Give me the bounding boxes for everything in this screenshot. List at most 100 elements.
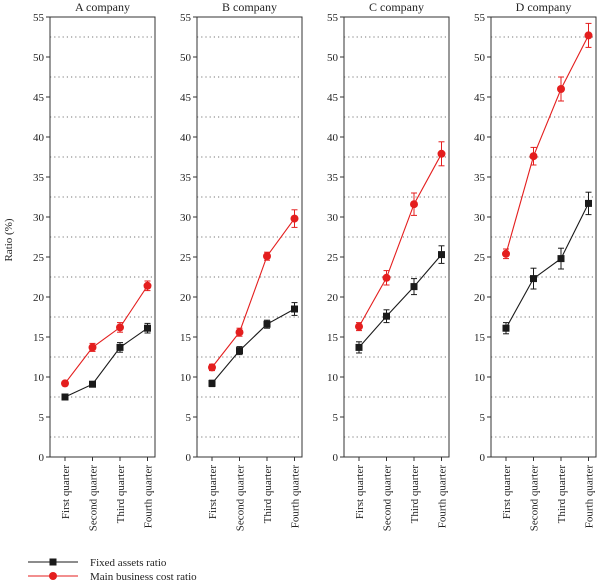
y-tick-label: 50 bbox=[33, 52, 45, 64]
y-tick-label: 45 bbox=[327, 92, 339, 104]
y-tick-label: 0 bbox=[480, 452, 486, 464]
data-point-circle bbox=[502, 249, 510, 258]
y-tick-label: 55 bbox=[33, 12, 45, 24]
series-line bbox=[211, 218, 295, 368]
panel-title: D company bbox=[516, 0, 572, 14]
legend-label: Fixed assets ratio bbox=[90, 557, 167, 569]
y-tick-label: 5 bbox=[480, 412, 486, 424]
y-tick-label: 0 bbox=[39, 452, 45, 464]
legend: Fixed assets ratio Main business cost rat… bbox=[28, 557, 197, 583]
data-point-square bbox=[355, 343, 363, 351]
series-line bbox=[358, 254, 442, 348]
y-tick-label: 10 bbox=[327, 372, 339, 384]
data-point-square bbox=[236, 347, 243, 355]
x-tick-label: Second quarter bbox=[529, 465, 541, 532]
y-tick-label: 55 bbox=[327, 12, 339, 24]
series-line bbox=[64, 327, 148, 398]
series-line bbox=[505, 35, 589, 254]
y-axis-label: Ratio (%) bbox=[3, 218, 15, 261]
plot-frame bbox=[490, 16, 597, 458]
data-point-circle bbox=[208, 363, 216, 372]
y-tick-label: 30 bbox=[33, 212, 45, 224]
plot-frame bbox=[196, 16, 303, 458]
chart-panel-4: D company 0 5 10 15 20 25 30 35 40 45 50 55 First qua… bbox=[474, 0, 597, 532]
data-point-circle bbox=[143, 281, 152, 290]
data-point-circle bbox=[382, 273, 391, 282]
data-point-circle bbox=[529, 152, 538, 161]
x-tick-label: Second quarter bbox=[235, 465, 247, 532]
data-point-circle bbox=[263, 252, 271, 261]
y-tick-label: 40 bbox=[474, 132, 486, 144]
data-point-square bbox=[116, 343, 124, 351]
y-tick-label: 40 bbox=[33, 132, 45, 144]
series-main-business-cost-ratio bbox=[355, 141, 446, 332]
legend-square-marker bbox=[49, 558, 57, 566]
legend-circle-marker bbox=[49, 572, 57, 580]
x-tick-label: Second quarter bbox=[382, 465, 394, 532]
y-tick-label: 25 bbox=[474, 252, 486, 264]
x-tick-label: Third quarter bbox=[262, 465, 274, 524]
data-point-square bbox=[410, 283, 418, 291]
y-tick-label: 15 bbox=[474, 332, 486, 344]
x-tick-label: First quarter bbox=[60, 465, 72, 519]
data-point-square bbox=[502, 324, 510, 332]
series-line bbox=[505, 203, 589, 329]
y-tick-label: 25 bbox=[327, 252, 339, 264]
data-point-circle bbox=[290, 214, 299, 223]
chart-panel-3: C company 0 5 10 15 20 25 30 35 40 45 50 55 First qua… bbox=[327, 0, 450, 532]
x-tick-label: Fourth quarter bbox=[290, 465, 302, 529]
y-tick-label: 20 bbox=[474, 292, 486, 304]
chart-panel-1: A company 0 5 10 15 20 25 30 35 40 45 50 55 First qua… bbox=[33, 0, 156, 532]
y-tick-label: 15 bbox=[327, 332, 339, 344]
x-tick-label: Fourth quarter bbox=[584, 465, 596, 529]
data-point-square bbox=[61, 393, 69, 401]
legend-label: Main business cost ratio bbox=[90, 571, 197, 583]
series-main-business-cost-ratio bbox=[208, 209, 299, 372]
data-point-square bbox=[89, 380, 96, 388]
y-tick-label: 5 bbox=[186, 412, 192, 424]
y-tick-label: 45 bbox=[474, 92, 486, 104]
y-tick-label: 30 bbox=[327, 212, 339, 224]
series-main-business-cost-ratio bbox=[61, 280, 152, 388]
y-tick-label: 5 bbox=[333, 412, 339, 424]
x-tick-label: Fourth quarter bbox=[437, 465, 449, 529]
y-tick-label: 5 bbox=[39, 412, 45, 424]
y-tick-label: 25 bbox=[180, 252, 192, 264]
data-point-square bbox=[585, 199, 592, 207]
y-tick-label: 50 bbox=[327, 52, 339, 64]
y-tick-label: 35 bbox=[474, 172, 486, 184]
x-tick-label: Second quarter bbox=[88, 465, 100, 532]
y-tick-label: 25 bbox=[33, 252, 45, 264]
data-point-circle bbox=[584, 31, 593, 40]
series-line bbox=[64, 285, 148, 384]
y-tick-label: 30 bbox=[180, 212, 192, 224]
data-point-square bbox=[263, 320, 271, 328]
x-tick-label: Third quarter bbox=[556, 465, 568, 524]
y-tick-label: 10 bbox=[33, 372, 45, 384]
x-tick-label: First quarter bbox=[501, 465, 513, 519]
y-tick-label: 30 bbox=[474, 212, 486, 224]
panel-title: B company bbox=[222, 0, 277, 14]
y-tick-label: 10 bbox=[180, 372, 192, 384]
data-point-square bbox=[208, 379, 216, 387]
legend-item-2: Main business cost ratio bbox=[28, 571, 197, 583]
y-tick-label: 15 bbox=[33, 332, 45, 344]
y-tick-label: 55 bbox=[474, 12, 486, 24]
y-tick-label: 20 bbox=[33, 292, 45, 304]
series-fixed-assets-ratio bbox=[61, 322, 151, 401]
y-tick-label: 45 bbox=[33, 92, 45, 104]
y-tick-label: 50 bbox=[474, 52, 486, 64]
x-tick-label: First quarter bbox=[354, 465, 366, 519]
data-point-circle bbox=[235, 328, 244, 337]
data-point-circle bbox=[355, 322, 363, 331]
y-tick-label: 40 bbox=[327, 132, 339, 144]
panel-title: A company bbox=[75, 0, 130, 14]
series-line bbox=[211, 308, 295, 384]
y-tick-label: 35 bbox=[327, 172, 339, 184]
x-tick-label: First quarter bbox=[207, 465, 219, 519]
y-tick-label: 20 bbox=[180, 292, 192, 304]
y-tick-label: 10 bbox=[474, 372, 486, 384]
series-main-business-cost-ratio bbox=[502, 22, 593, 260]
data-point-circle bbox=[88, 343, 97, 352]
